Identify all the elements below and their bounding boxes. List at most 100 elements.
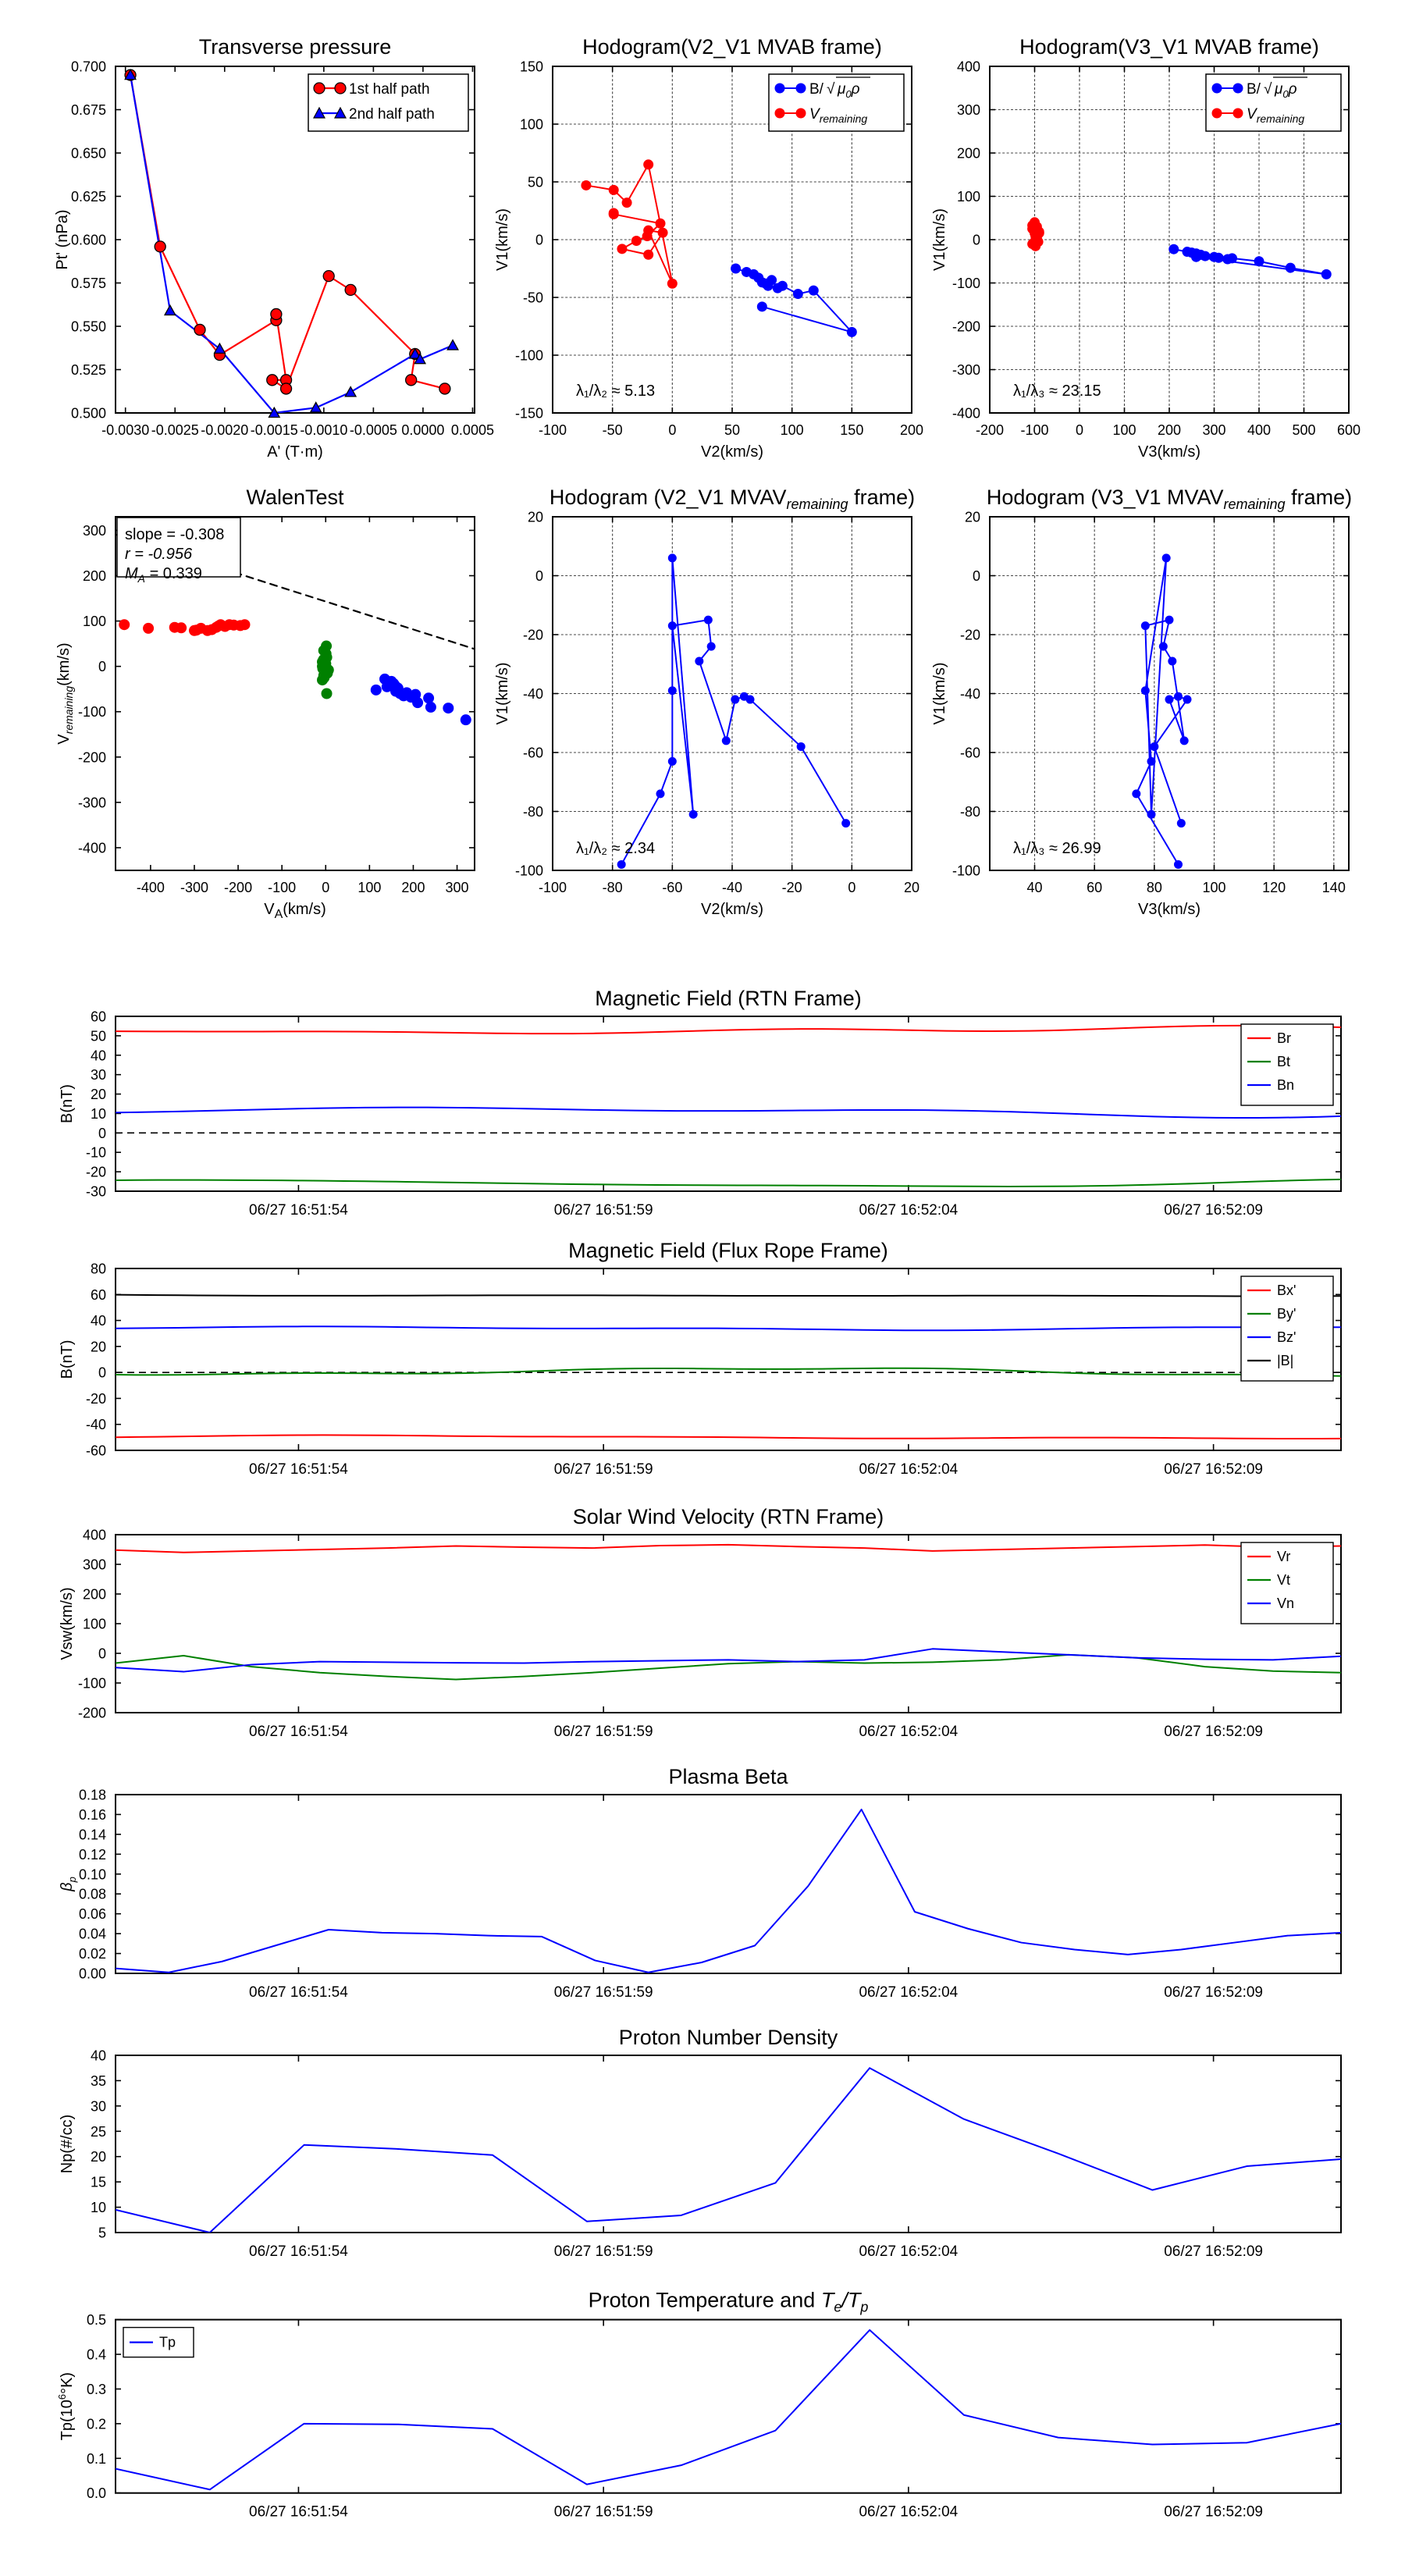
svg-text:-60: -60 (86, 1443, 106, 1459)
svg-text:15: 15 (91, 2175, 106, 2190)
svg-text:0: 0 (535, 568, 543, 584)
svg-text:300: 300 (1202, 422, 1225, 438)
svg-text:-40: -40 (960, 686, 980, 702)
svg-text:06/27 16:52:09: 06/27 16:52:09 (1164, 1984, 1263, 2001)
svg-text:0.16: 0.16 (79, 1807, 106, 1823)
svg-text:06/27 16:51:54: 06/27 16:51:54 (249, 1202, 348, 1219)
svg-text:-200: -200 (78, 749, 106, 765)
svg-text:Bx': Bx' (1277, 1283, 1296, 1298)
svg-text:Hodogram (V2_V1 MVAVremaining: Hodogram (V2_V1 MVAVremaining frame) (550, 486, 915, 512)
svg-text:06/27 16:52:04: 06/27 16:52:04 (859, 1202, 958, 1219)
svg-text:200: 200 (83, 1587, 106, 1603)
svg-text:Vt: Vt (1277, 1572, 1290, 1588)
svg-text:06/27 16:52:04: 06/27 16:52:04 (859, 2243, 958, 2260)
svg-text:-100: -100 (78, 1676, 106, 1692)
svg-text:200: 200 (83, 568, 106, 584)
svg-text:06/27 16:51:54: 06/27 16:51:54 (249, 1984, 348, 2001)
svg-text:-400: -400 (78, 840, 106, 856)
svg-text:Bz': Bz' (1277, 1329, 1296, 1345)
svg-text:06/27 16:52:09: 06/27 16:52:09 (1164, 1202, 1263, 1219)
svg-text:-10: -10 (86, 1145, 106, 1161)
svg-text:-100: -100 (268, 880, 296, 895)
svg-text:V3(km/s): V3(km/s) (1138, 443, 1200, 461)
svg-text:Br: Br (1277, 1030, 1291, 1046)
svg-text:-20: -20 (960, 628, 980, 643)
svg-text:-100: -100 (539, 880, 567, 895)
svg-text:06/27 16:52:04: 06/27 16:52:04 (859, 2504, 958, 2521)
svg-text:0.700: 0.700 (71, 59, 106, 75)
svg-text:0.575: 0.575 (71, 276, 106, 291)
svg-text:-0.0020: -0.0020 (201, 422, 248, 438)
svg-text:0.02: 0.02 (79, 1946, 106, 1962)
svg-text:06/27 16:51:59: 06/27 16:51:59 (554, 2243, 653, 2260)
svg-text:-0.0030: -0.0030 (101, 422, 149, 438)
svg-text:0.18: 0.18 (79, 1788, 106, 1803)
svg-text:06/27 16:51:59: 06/27 16:51:59 (554, 1724, 653, 1740)
svg-text:λ₁/λ₃ ≈ 23.15: λ₁/λ₃ ≈ 23.15 (1013, 382, 1101, 400)
svg-text:60: 60 (1087, 880, 1102, 895)
svg-text:100: 100 (520, 117, 543, 133)
svg-text:0: 0 (98, 1646, 106, 1662)
svg-text:-20: -20 (86, 1165, 106, 1180)
svg-text:V3(km/s): V3(km/s) (1138, 901, 1200, 918)
svg-text:0: 0 (848, 880, 855, 895)
svg-text:140: 140 (1322, 880, 1346, 895)
svg-text:06/27 16:52:09: 06/27 16:52:09 (1164, 1724, 1263, 1740)
svg-text:06/27 16:51:54: 06/27 16:51:54 (249, 2243, 348, 2260)
svg-text:-200: -200 (976, 422, 1004, 438)
svg-text:40: 40 (91, 1048, 106, 1063)
svg-text:0.00: 0.00 (79, 1966, 106, 1982)
svg-text:0: 0 (322, 880, 329, 895)
svg-text:0.4: 0.4 (87, 2347, 106, 2363)
svg-text:Proton Number Density: Proton Number Density (619, 2026, 838, 2049)
svg-text:2nd half path: 2nd half path (349, 106, 435, 123)
svg-text:-400: -400 (952, 406, 980, 422)
svg-text:Plasma Beta: Plasma Beta (668, 1765, 788, 1788)
svg-text:λ₁/λ₃ ≈ 26.99: λ₁/λ₃ ≈ 26.99 (1013, 840, 1101, 857)
svg-text:-100: -100 (952, 863, 980, 879)
svg-text:λ₁/λ₂ ≈ 5.13: λ₁/λ₂ ≈ 5.13 (576, 382, 655, 400)
svg-text:-300: -300 (78, 795, 106, 810)
svg-text:06/27 16:52:09: 06/27 16:52:09 (1164, 2243, 1263, 2260)
svg-text:35: 35 (91, 2073, 106, 2089)
svg-text:Magnetic Field (Flux Rope Fram: Magnetic Field (Flux Rope Frame) (568, 1239, 888, 1262)
svg-text:Np(#/cc): Np(#/cc) (59, 2115, 76, 2174)
svg-text:-100: -100 (78, 704, 106, 720)
svg-text:50: 50 (91, 1028, 106, 1044)
svg-text:0.2: 0.2 (87, 2416, 106, 2432)
svg-text:0.04: 0.04 (79, 1927, 106, 1942)
svg-text:-300: -300 (180, 880, 208, 895)
svg-text:0: 0 (973, 233, 980, 248)
svg-text:0.500: 0.500 (71, 406, 106, 422)
svg-text:60: 60 (91, 1287, 106, 1303)
svg-text:0.675: 0.675 (71, 102, 106, 118)
svg-text:0.600: 0.600 (71, 233, 106, 248)
svg-text:1st half path: 1st half path (349, 81, 430, 98)
svg-text:-40: -40 (523, 686, 543, 702)
svg-text:10: 10 (91, 2200, 106, 2215)
svg-text:20: 20 (904, 880, 919, 895)
svg-text:40: 40 (91, 2048, 106, 2064)
svg-text:V2(km/s): V2(km/s) (701, 443, 763, 461)
svg-text:-150: -150 (515, 406, 543, 422)
svg-text:-300: -300 (952, 362, 980, 378)
svg-text:WalenTest: WalenTest (246, 486, 344, 509)
svg-text:-60: -60 (523, 745, 543, 761)
svg-text:-200: -200 (224, 880, 252, 895)
svg-text:|B|: |B| (1277, 1353, 1293, 1368)
svg-text:0.06: 0.06 (79, 1906, 106, 1922)
svg-text:0: 0 (98, 1126, 106, 1141)
svg-text:-200: -200 (952, 319, 980, 335)
svg-text:120: 120 (1262, 880, 1286, 895)
svg-text:-20: -20 (782, 880, 802, 895)
svg-text:50: 50 (528, 175, 543, 190)
svg-text:-100: -100 (952, 276, 980, 291)
svg-text:0: 0 (1076, 422, 1083, 438)
svg-text:06/27 16:52:04: 06/27 16:52:04 (859, 1984, 958, 2001)
svg-text:B(nT): B(nT) (59, 1084, 76, 1123)
svg-text:slope = -0.308: slope = -0.308 (125, 526, 224, 543)
svg-text:-60: -60 (960, 745, 980, 761)
svg-text:06/27 16:52:04: 06/27 16:52:04 (859, 1461, 958, 1478)
svg-text:-30: -30 (86, 1184, 106, 1200)
svg-text:Transverse pressure: Transverse pressure (199, 35, 392, 59)
